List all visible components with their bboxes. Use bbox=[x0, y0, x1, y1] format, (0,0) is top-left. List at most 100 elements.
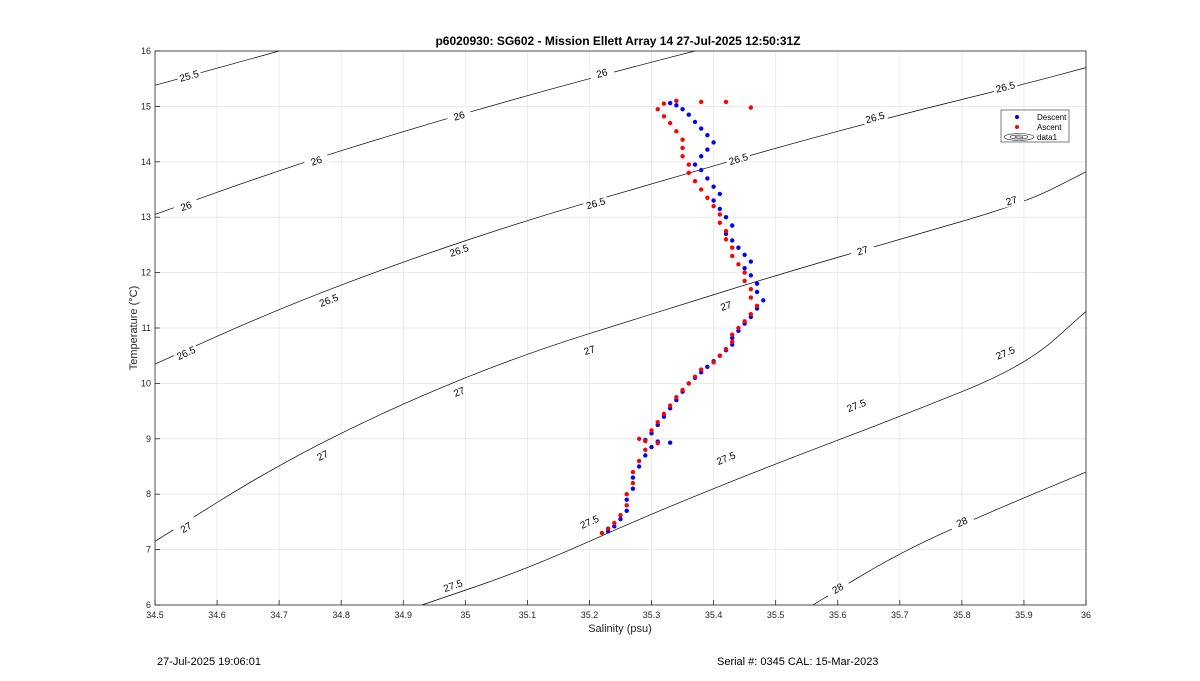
descent-point bbox=[730, 223, 735, 228]
descent-point bbox=[711, 198, 716, 203]
ascent-point bbox=[723, 228, 729, 234]
contour-line-27 bbox=[154, 171, 1087, 542]
ascent-point bbox=[643, 447, 648, 453]
ascent-point bbox=[599, 530, 605, 536]
ascent-point bbox=[686, 162, 691, 167]
descent-point bbox=[680, 106, 685, 112]
ascent-point bbox=[649, 428, 654, 433]
ascent-point bbox=[686, 170, 691, 176]
ascent-point bbox=[618, 513, 623, 518]
ascent-point bbox=[680, 154, 685, 159]
descent-point bbox=[698, 154, 704, 159]
contour-label-bg bbox=[309, 444, 336, 466]
contour-label: 26 bbox=[179, 200, 194, 214]
ascent-point bbox=[742, 278, 747, 284]
descent-point bbox=[636, 464, 642, 469]
descent-point bbox=[761, 298, 766, 303]
contour-label: 28 bbox=[831, 581, 847, 596]
x-tick-label: 35.9 bbox=[1015, 610, 1033, 620]
ascent-point bbox=[674, 395, 679, 400]
ascent-point bbox=[717, 353, 723, 358]
descent-point bbox=[630, 475, 636, 480]
y-tick-label: 7 bbox=[146, 545, 151, 555]
contour-label-bg bbox=[992, 78, 1019, 95]
descent-point bbox=[711, 184, 716, 189]
contour-label: 26.5 bbox=[728, 152, 750, 168]
x-tick-label: 34.8 bbox=[332, 610, 350, 620]
ascent-point bbox=[680, 137, 685, 142]
contour-label: 28 bbox=[955, 515, 970, 530]
descent-point bbox=[618, 516, 623, 522]
descent-point bbox=[649, 444, 654, 450]
contour-label-bg bbox=[175, 66, 203, 84]
legend-box bbox=[1000, 109, 1070, 143]
contour-label-bg bbox=[445, 240, 473, 259]
ascent-point bbox=[742, 319, 747, 324]
ascent-point bbox=[736, 325, 741, 331]
x-tick-label: 35.8 bbox=[953, 610, 971, 620]
ascent-point bbox=[612, 520, 617, 526]
legend: Descent Ascent data1 bbox=[1000, 109, 1070, 143]
footer-timestamp: 27-Jul-2025 19:06:01 bbox=[157, 656, 261, 668]
y-tick-label: 9 bbox=[146, 434, 151, 444]
contour-line-26.5 bbox=[154, 67, 1087, 365]
ascent-point bbox=[730, 332, 735, 337]
ascent-point bbox=[698, 187, 704, 192]
ascent-point bbox=[748, 295, 754, 300]
y-tick-label: 11 bbox=[142, 323, 151, 333]
x-tick-label: 34.6 bbox=[208, 610, 226, 620]
descent-point bbox=[742, 252, 747, 258]
descent-point bbox=[643, 453, 648, 458]
x-tick-label: 35.3 bbox=[643, 610, 661, 620]
ascent-point bbox=[748, 105, 754, 110]
ascent-point bbox=[680, 145, 685, 151]
contour-label: 27 bbox=[1005, 195, 1019, 209]
ascent-point bbox=[723, 346, 729, 352]
descent-point bbox=[754, 281, 760, 286]
grid bbox=[154, 50, 1087, 606]
y-tick-label: 12 bbox=[141, 268, 151, 278]
ascent-point bbox=[717, 220, 723, 225]
contour-label-bg bbox=[998, 191, 1025, 209]
descent-point bbox=[730, 335, 735, 341]
y-tick-label: 10 bbox=[141, 378, 151, 388]
ascent-point bbox=[655, 419, 660, 425]
contour-label-bg bbox=[303, 151, 330, 170]
descent-point bbox=[742, 265, 747, 271]
contour-label-bg bbox=[576, 511, 603, 532]
descent-point bbox=[692, 162, 698, 167]
contour-label-bg bbox=[948, 511, 975, 532]
y-axis-label: Temperature (°C) bbox=[128, 286, 140, 370]
ascent-point bbox=[736, 262, 741, 267]
descent-point bbox=[717, 191, 723, 197]
descent-point bbox=[705, 364, 710, 369]
ascent-point bbox=[705, 195, 710, 201]
contour-label-bg bbox=[712, 448, 740, 468]
contour-label-bg bbox=[843, 395, 870, 415]
chart-title: p6020930: SG602 - Mission Ellett Array 1… bbox=[435, 34, 800, 48]
ascent-point bbox=[711, 203, 716, 209]
x-tick-label: 35.2 bbox=[581, 610, 599, 620]
descent-point bbox=[624, 508, 629, 514]
ascent-point bbox=[667, 403, 673, 408]
footer-serial-cal: Serial #: 0345 CAL: 15-Mar-2023 bbox=[717, 656, 879, 668]
ascent-point bbox=[717, 212, 723, 217]
ascent-point bbox=[730, 339, 735, 345]
legend-ascent-marker bbox=[1015, 125, 1019, 129]
x-tick-label: 35.1 bbox=[519, 610, 537, 620]
contour-label: 26.5 bbox=[995, 80, 1017, 95]
y-tick-label: 6 bbox=[146, 600, 151, 610]
contour-label: 26 bbox=[595, 67, 609, 81]
ascent-point bbox=[692, 374, 698, 379]
ascent-point bbox=[730, 245, 735, 250]
descent-point bbox=[705, 133, 710, 138]
contour-label-bg bbox=[439, 576, 466, 595]
ascent-point bbox=[636, 436, 642, 441]
contour-label: 25.5 bbox=[179, 69, 201, 85]
ascent-point bbox=[754, 303, 760, 309]
ascent-point bbox=[680, 387, 685, 393]
ascent-point bbox=[730, 253, 735, 259]
ascent-point bbox=[723, 237, 729, 242]
contour-label: 26.5 bbox=[864, 111, 886, 127]
ascent-point bbox=[748, 311, 754, 317]
